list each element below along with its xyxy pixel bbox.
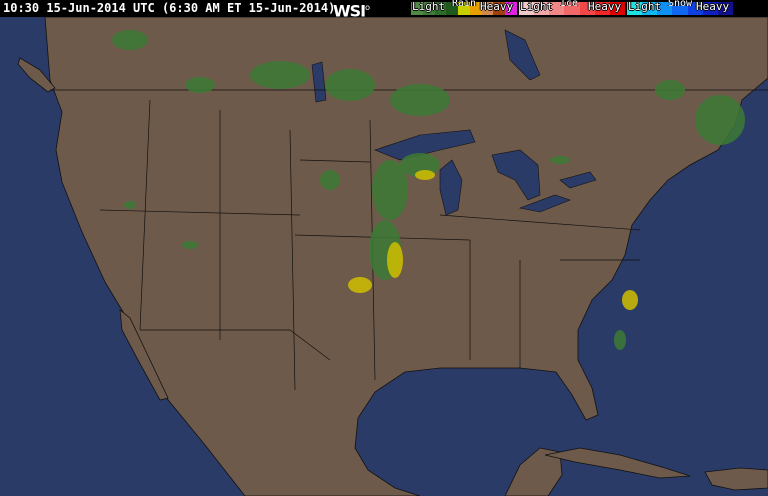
legend-swatch (579, 2, 595, 15)
radar-echo (614, 330, 626, 350)
legend-swatch (642, 2, 658, 15)
wsi-logo: WSIo (333, 1, 370, 21)
land-baja (119, 309, 169, 401)
legend-swatch (549, 2, 565, 15)
radar-echo (325, 69, 375, 101)
legend-title: Ice (560, 0, 579, 9)
land-cuba (544, 447, 691, 479)
legend-heavy-label: Heavy (696, 0, 730, 13)
radar-echo (250, 61, 310, 89)
legend-swatch (672, 2, 688, 15)
legend-swatch (434, 2, 447, 15)
legend-swatch (469, 2, 482, 15)
radar-echo (550, 156, 570, 164)
legend-title: Rain (452, 0, 477, 9)
legend-swatch (481, 2, 494, 15)
legend-swatch (609, 2, 625, 15)
legend-swatch (446, 2, 459, 15)
legend-light-label: Light (520, 0, 554, 13)
radar-echo (695, 95, 745, 145)
land-hispaniola (704, 467, 768, 491)
legend-swatch (493, 2, 506, 15)
radar-echo (112, 30, 148, 50)
legend-swatch (627, 2, 643, 15)
radar-echoes (112, 30, 745, 350)
legend-light-label: Light (628, 0, 662, 13)
logo-text: WSI (333, 1, 366, 21)
legend-swatch (534, 2, 550, 15)
legend-swatch (717, 2, 733, 15)
radar-echo (372, 160, 408, 220)
legend-heavy-label: Heavy (588, 0, 622, 13)
legend-swatch (687, 2, 703, 15)
legend-swatch (411, 2, 423, 15)
map-canvas (17, 17, 768, 496)
radar-echo (124, 201, 136, 209)
legend-swatch (519, 2, 535, 15)
legend-swatch (594, 2, 610, 15)
radar-echo (182, 241, 198, 249)
legend-snow-scale (627, 2, 733, 15)
legend-title: Snow (668, 0, 693, 9)
legend-swatch (422, 2, 435, 15)
timestamp: 10:30 15-Jun-2014 UTC (6:30 AM ET 15-Jun… (3, 1, 336, 15)
legend-swatch (505, 2, 518, 15)
legend-swatch (657, 2, 673, 15)
legend-swatch (564, 2, 580, 15)
great-lakes (311, 29, 597, 216)
legend-rain-scale (411, 2, 518, 15)
radar-echo (320, 170, 340, 190)
land-vancouver-island (17, 57, 56, 93)
radar-echo (655, 80, 685, 100)
radar-echo (622, 290, 638, 310)
legend-swatch (458, 2, 470, 15)
radar-echo (415, 170, 435, 180)
legend-light-label: Light (412, 0, 446, 13)
legend-ice-scale (519, 2, 625, 15)
header-bar: 10:30 15-Jun-2014 UTC (6:30 AM ET 15-Jun… (0, 0, 768, 21)
radar-echo (390, 84, 450, 116)
radar-echo (185, 77, 215, 93)
legend-heavy-label: Heavy (480, 0, 514, 13)
legend-swatch (702, 2, 718, 15)
radar-echo (348, 277, 372, 293)
radar-echo (387, 242, 403, 278)
